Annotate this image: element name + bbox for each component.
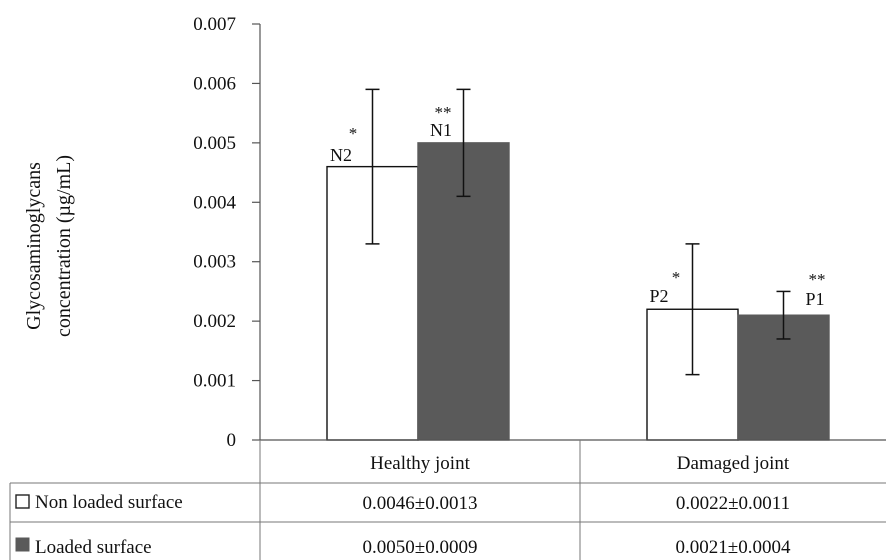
y-tick-label: 0.002: [193, 311, 236, 332]
legend-key-loaded-surface: [15, 537, 30, 552]
y-tick-label: 0.005: [193, 133, 236, 154]
y-tick-label: 0: [227, 430, 237, 451]
significance-marker: *: [349, 124, 358, 143]
y-axis-title-line-2: concentration (µg/mL): [53, 155, 75, 337]
table-cell-non-loaded-damaged: 0.0022±0.0011: [676, 493, 790, 514]
error-bars: [365, 88, 791, 376]
y-axis-ticks: 0 0.001 0.002 0.003 0.004 0.005 0.006 0.007: [193, 14, 260, 451]
table-cell-non-loaded-healthy: 0.0046±0.0013: [363, 493, 478, 514]
legend-label-loaded-surface: Loaded surface: [35, 537, 152, 558]
significance-marker: **: [435, 103, 452, 122]
table-header-healthy-joint: Healthy joint: [370, 453, 470, 474]
legend-key-non-loaded-surface: [15, 494, 30, 509]
bar-label: N1: [430, 120, 452, 140]
significance-marker: *: [672, 268, 681, 287]
bars: [326, 142, 830, 441]
bar-label: N2: [330, 145, 352, 165]
bar-annotations: N2*P2*N1**P1**: [330, 103, 826, 309]
y-tick-label: 0.003: [193, 252, 236, 273]
significance-marker: **: [809, 270, 826, 289]
table-cell-loaded-healthy: 0.0050±0.0009: [363, 537, 478, 558]
y-tick-label: 0.007: [193, 14, 236, 35]
bar-label: P2: [649, 286, 668, 306]
legend-label-non-loaded-surface: Non loaded surface: [35, 492, 183, 513]
y-tick-label: 0.006: [193, 73, 236, 94]
table-header-damaged-joint: Damaged joint: [677, 453, 790, 474]
data-table: [9, 440, 886, 560]
table-cell-loaded-damaged: 0.0021±0.0004: [676, 537, 791, 558]
y-tick-label: 0.004: [193, 192, 236, 213]
bar-loaded-damaged: [737, 314, 830, 441]
y-tick-label: 0.001: [193, 371, 236, 392]
y-axis-title-line-1: Glycosaminoglycans: [23, 162, 45, 330]
bar-label: P1: [805, 289, 824, 309]
